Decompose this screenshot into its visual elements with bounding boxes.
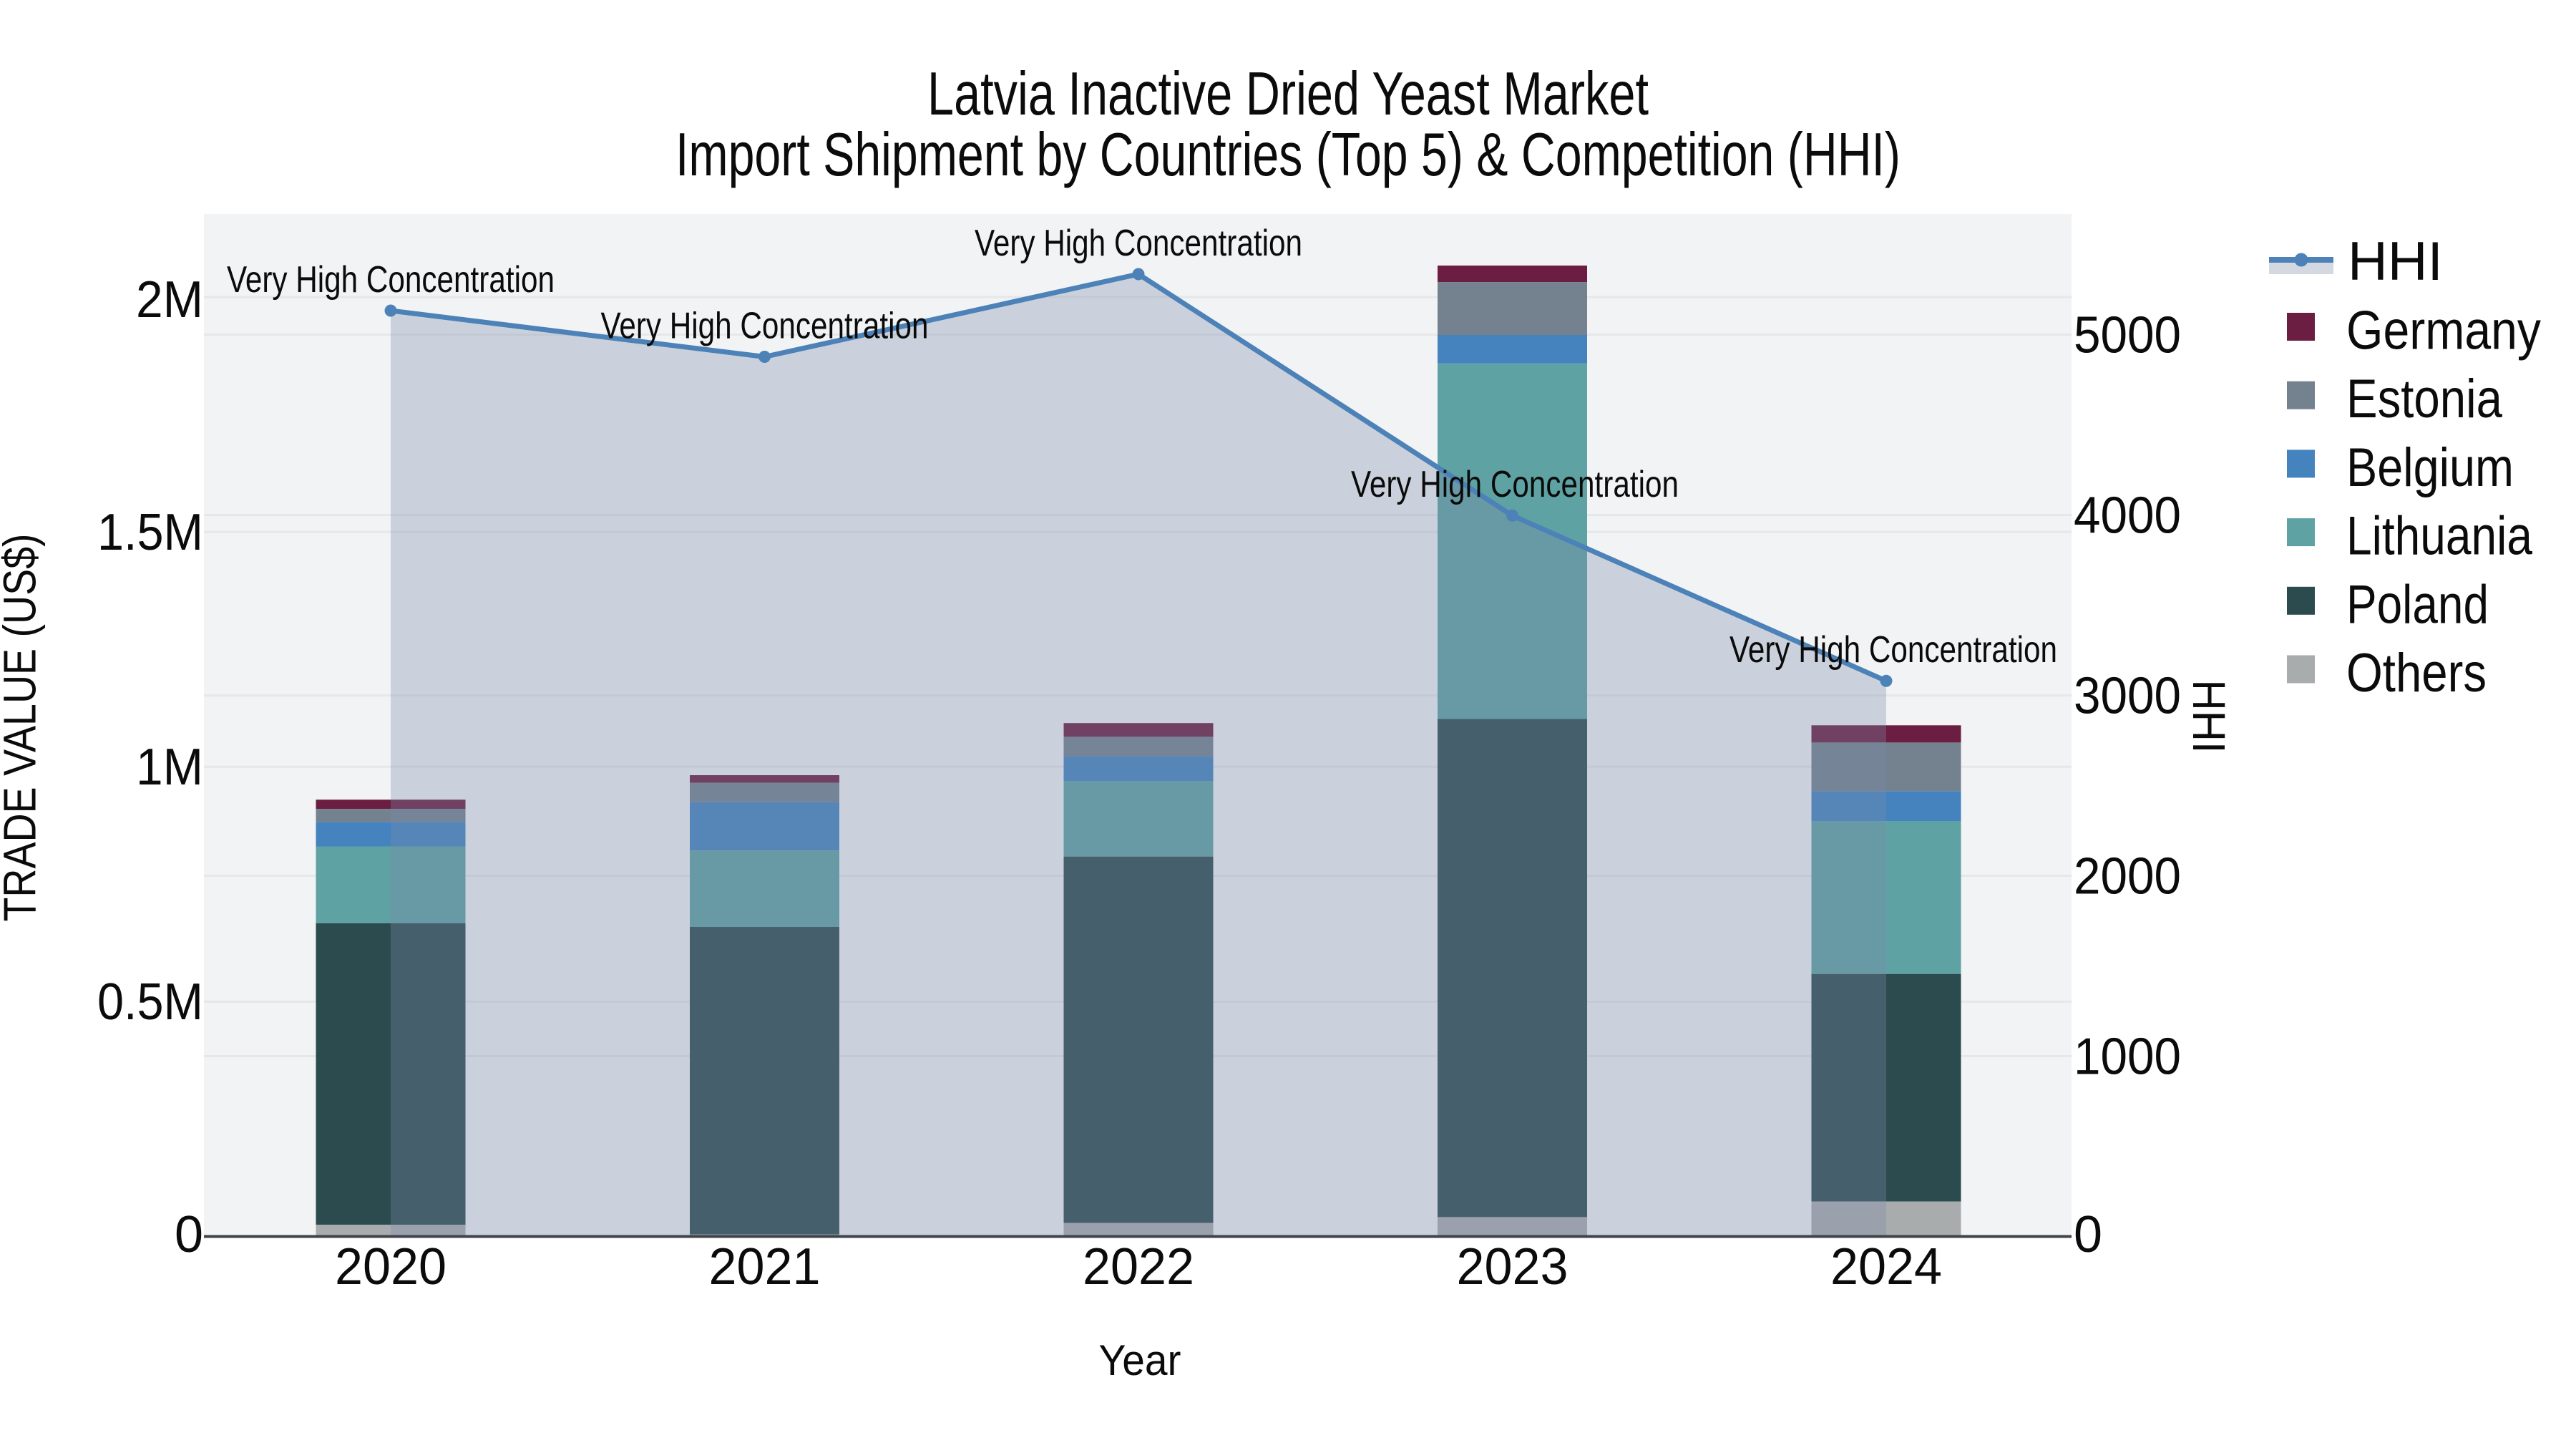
svg-text:Lithuania: Lithuania	[2346, 506, 2533, 567]
svg-text:Very High Concentration: Very High Concentration	[227, 259, 555, 301]
svg-text:Latvia Inactive Dried Yeast Ma: Latvia Inactive Dried Yeast Market	[927, 60, 1649, 128]
svg-text:3000: 3000	[2074, 667, 2181, 724]
svg-text:2024: 2024	[1830, 1238, 1942, 1296]
svg-text:Year: Year	[1099, 1336, 1181, 1384]
svg-text:0: 0	[2074, 1206, 2102, 1263]
svg-text:Very High Concentration: Very High Concentration	[1351, 464, 1679, 505]
svg-text:0.5M: 0.5M	[97, 973, 203, 1031]
svg-text:Belgium: Belgium	[2346, 437, 2514, 498]
svg-text:2020: 2020	[335, 1238, 447, 1296]
svg-text:Very High Concentration: Very High Concentration	[1729, 629, 2057, 671]
svg-text:5000: 5000	[2074, 306, 2181, 364]
svg-text:HHI: HHI	[2348, 231, 2443, 292]
svg-text:1000: 1000	[2074, 1028, 2181, 1085]
svg-text:4000: 4000	[2074, 487, 2181, 544]
svg-text:1M: 1M	[136, 739, 203, 796]
svg-text:Others: Others	[2346, 643, 2487, 704]
svg-text:2021: 2021	[709, 1238, 821, 1296]
svg-text:Very High Concentration: Very High Concentration	[975, 223, 1302, 264]
svg-text:Estonia: Estonia	[2346, 369, 2503, 429]
svg-text:2000: 2000	[2074, 847, 2181, 905]
svg-text:HHI: HHI	[2183, 680, 2235, 754]
svg-text:Import Shipment by Countries (: Import Shipment by Countries (Top 5) & C…	[675, 121, 1901, 189]
svg-text:1.5M: 1.5M	[97, 504, 203, 561]
svg-text:2022: 2022	[1083, 1238, 1194, 1296]
svg-text:TRADE VALUE (US$): TRADE VALUE (US$)	[0, 534, 46, 922]
svg-text:Germany: Germany	[2346, 301, 2541, 361]
svg-text:Very High Concentration: Very High Concentration	[601, 306, 929, 347]
svg-text:2M: 2M	[136, 271, 203, 329]
svg-text:0: 0	[175, 1206, 203, 1263]
svg-text:2023: 2023	[1457, 1238, 1568, 1296]
svg-text:Poland: Poland	[2346, 574, 2489, 635]
